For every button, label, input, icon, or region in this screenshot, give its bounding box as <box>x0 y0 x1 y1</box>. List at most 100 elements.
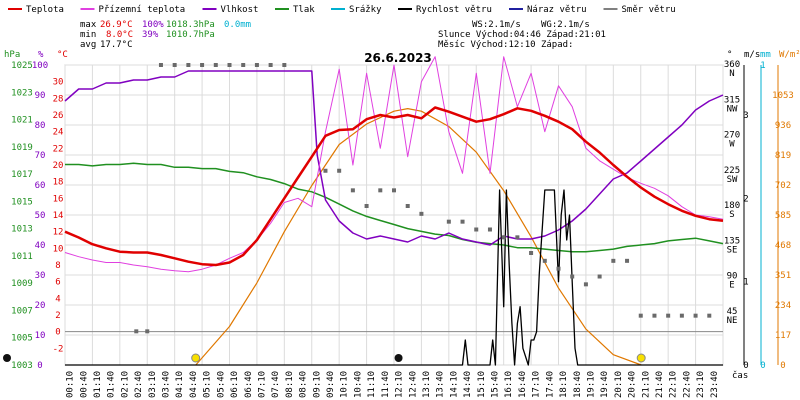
temperature-tick-label: 28 <box>53 94 64 104</box>
x-tick-label: 14:40 <box>463 371 473 398</box>
stats-avg-temp: 17.7°C <box>100 40 133 50</box>
temperature-tick-label: 18 <box>53 178 64 188</box>
series-line-teplota <box>64 106 724 267</box>
pressure-tick-label: 1023 <box>11 88 33 98</box>
x-tick-label: 08:10 <box>285 371 295 398</box>
winddir-tick-label: 270 <box>724 131 740 141</box>
axis-title-wm: W/m² <box>779 50 800 60</box>
winddir-tick-label: 315 <box>724 95 740 105</box>
solar-tick-label: 351 <box>775 271 791 281</box>
sun-marker <box>636 353 646 363</box>
axis-labels: 1025102310211019101710151013101110091007… <box>11 60 794 398</box>
wind-direction-point <box>515 235 520 240</box>
x-tick-label: 21:10 <box>641 371 651 398</box>
winddir-compass-label: S <box>729 210 734 220</box>
x-tick-label: 03:10 <box>148 371 158 398</box>
winddir-compass-label: W <box>729 140 735 150</box>
wind-tick-label: 0 <box>743 361 748 371</box>
x-tick-label: 04:40 <box>189 371 199 398</box>
axis-title-degc: °C <box>57 50 68 60</box>
x-tick-label: 17:10 <box>532 371 542 398</box>
wind-direction-point <box>529 251 534 255</box>
pressure-tick-label: 1011 <box>11 252 33 262</box>
x-tick-label: 11:40 <box>381 371 391 398</box>
solar-tick-label: 0 <box>780 361 785 371</box>
wind-direction-point <box>597 274 602 279</box>
chart-title: 26.6.2023 <box>364 51 432 65</box>
wind-direction-point <box>282 63 287 67</box>
wind-direction-point <box>611 258 616 263</box>
wind-direction-point <box>337 168 342 173</box>
winddir-compass-label: NW <box>727 104 738 114</box>
x-tick-label: 17:40 <box>545 371 555 398</box>
temperature-tick-label: -2 <box>53 344 64 354</box>
solar-tick-label: 936 <box>775 121 791 131</box>
wind-direction-point <box>200 63 205 67</box>
winddir-compass-label: SW <box>727 175 738 185</box>
x-tick-label: 12:10 <box>395 371 405 398</box>
x-tick-label: 11:10 <box>367 371 377 398</box>
wind-direction-point <box>487 227 492 232</box>
winddir-compass-label: N <box>729 69 734 79</box>
humidity-tick-label: 80 <box>35 121 46 131</box>
legend-label: Směr větru <box>622 5 676 15</box>
temperature-tick-label: 26 <box>53 111 64 121</box>
humidity-tick-label: 60 <box>35 181 46 191</box>
pressure-tick-label: 1015 <box>11 197 33 207</box>
wind-direction-point <box>350 188 355 193</box>
moon-marker-start <box>3 354 11 362</box>
axis-title-hpa: hPa <box>4 50 20 60</box>
wind-tick-label: 1 <box>743 278 748 288</box>
temperature-tick-label: 10 <box>53 244 64 254</box>
wind-direction-point <box>268 63 273 67</box>
wind-direction-point <box>186 63 191 67</box>
solar-tick-label: 117 <box>775 331 791 341</box>
wind-info: WS:2.1m/s WG:2.1m/s Slunce Východ:04:46 … <box>438 20 606 50</box>
wind-direction-point <box>652 313 657 318</box>
solar-tick-label: 468 <box>775 241 791 251</box>
wind-direction-point <box>323 168 328 173</box>
solar-tick-label: 234 <box>775 301 791 311</box>
wind-direction-point <box>460 219 465 224</box>
rain-tick-label: 1 <box>760 61 765 71</box>
wind-direction-point <box>419 211 424 216</box>
temperature-tick-label: 24 <box>53 128 64 138</box>
humidity-tick-label: 20 <box>35 301 46 311</box>
stats-max-rain: 0.0mm <box>224 20 251 30</box>
pressure-tick-label: 1009 <box>11 279 33 289</box>
legend-label: Přízemní teplota <box>99 5 186 15</box>
x-tick-label: 13:40 <box>436 371 446 398</box>
x-tick-label: 16:40 <box>518 371 528 398</box>
winddir-tick-label: 360 <box>724 60 740 70</box>
winddir-compass-label: SE <box>727 245 738 255</box>
x-tick-label: 18:40 <box>573 371 583 398</box>
humidity-tick-label: 90 <box>35 91 46 101</box>
rain-tick-label: 0 <box>760 361 765 371</box>
wind-direction-point <box>679 313 684 318</box>
wind-direction-point <box>145 329 150 334</box>
x-tick-label: 02:10 <box>120 371 130 398</box>
x-tick-label: 21:40 <box>655 371 665 398</box>
pressure-tick-label: 1013 <box>11 225 33 235</box>
x-tick-label: 23:40 <box>710 371 720 398</box>
wind-direction-point <box>172 63 177 67</box>
winddir-tick-label: 90 <box>727 272 738 282</box>
x-tick-label: 22:40 <box>682 371 692 398</box>
temperature-tick-label: 12 <box>53 228 64 238</box>
pressure-tick-label: 1005 <box>11 334 33 344</box>
x-tick-label: 22:10 <box>669 371 679 398</box>
wind-direction-point <box>134 329 139 334</box>
x-tick-label: 00:10 <box>66 371 76 398</box>
pressure-tick-label: 1017 <box>11 170 33 180</box>
series-line-přízemní-teplota <box>64 56 724 273</box>
wind-tick-label: 3 <box>743 111 748 121</box>
stats-min-temp: 8.0°C <box>106 30 133 40</box>
wind-direction-point <box>405 204 410 208</box>
axis-title-ms: m/s <box>744 50 760 60</box>
wind-tick-label: 2 <box>743 194 748 204</box>
x-tick-label: 20:10 <box>614 371 624 398</box>
temperature-tick-label: 22 <box>53 144 64 154</box>
wind-gust-text: WG:2.1m/s <box>541 20 590 30</box>
legend-label: Náraz větru <box>527 5 587 15</box>
wind-direction-point <box>158 63 163 67</box>
